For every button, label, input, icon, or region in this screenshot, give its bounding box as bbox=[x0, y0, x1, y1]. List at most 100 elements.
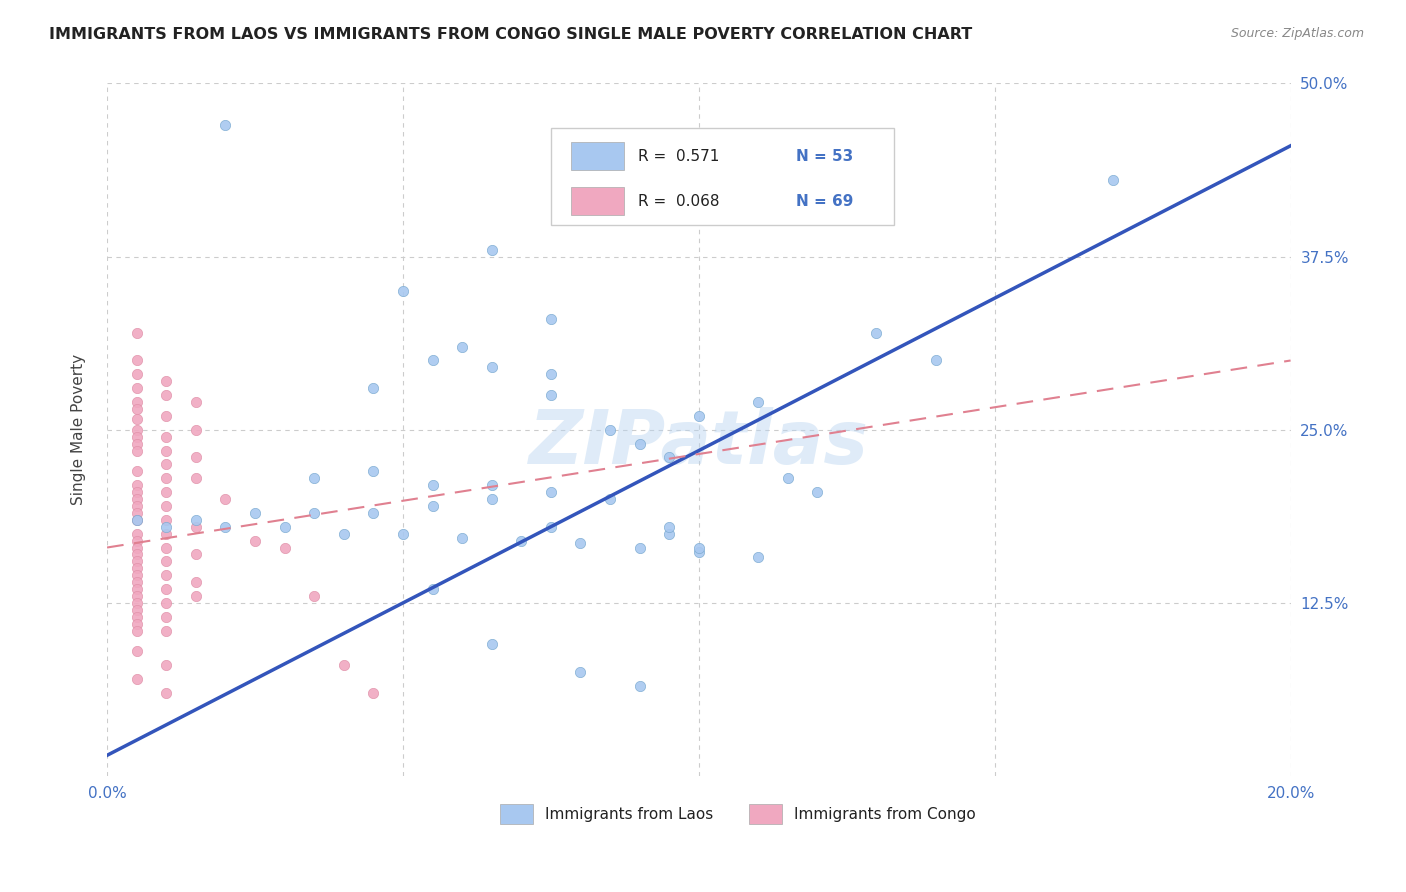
Point bbox=[243, 506, 266, 520]
Point bbox=[569, 665, 592, 680]
Point bbox=[125, 353, 148, 368]
Point bbox=[184, 575, 207, 590]
Point bbox=[125, 582, 148, 596]
Point bbox=[776, 471, 799, 485]
Point bbox=[747, 395, 769, 409]
Point bbox=[155, 554, 177, 568]
Point bbox=[125, 513, 148, 527]
Point bbox=[125, 478, 148, 492]
Point bbox=[125, 411, 148, 425]
Point bbox=[214, 491, 236, 506]
Point bbox=[422, 478, 444, 492]
Point bbox=[155, 499, 177, 513]
Point bbox=[273, 541, 295, 555]
Text: ZIPatlas: ZIPatlas bbox=[529, 407, 869, 480]
Point bbox=[273, 520, 295, 534]
Point bbox=[481, 360, 503, 375]
Point bbox=[125, 513, 148, 527]
Point bbox=[599, 423, 621, 437]
Point bbox=[184, 423, 207, 437]
Point bbox=[125, 402, 148, 417]
FancyBboxPatch shape bbox=[571, 187, 624, 215]
Point bbox=[155, 686, 177, 700]
Point bbox=[125, 596, 148, 610]
Point bbox=[333, 526, 356, 541]
Point bbox=[125, 423, 148, 437]
Point bbox=[155, 409, 177, 423]
Point bbox=[481, 638, 503, 652]
Text: N = 69: N = 69 bbox=[796, 194, 853, 209]
Point bbox=[155, 582, 177, 596]
Point bbox=[363, 686, 385, 700]
Point bbox=[481, 243, 503, 257]
Point bbox=[125, 603, 148, 617]
Text: Immigrants from Congo: Immigrants from Congo bbox=[793, 806, 976, 822]
Point bbox=[422, 582, 444, 596]
Point bbox=[540, 485, 562, 500]
Point bbox=[155, 596, 177, 610]
Point bbox=[363, 464, 385, 478]
Point bbox=[184, 520, 207, 534]
Point bbox=[155, 374, 177, 388]
Point bbox=[155, 443, 177, 458]
Point bbox=[658, 450, 681, 465]
Point bbox=[422, 499, 444, 513]
Point bbox=[363, 506, 385, 520]
Point bbox=[125, 464, 148, 478]
Point bbox=[155, 471, 177, 485]
Point bbox=[125, 568, 148, 582]
Point bbox=[599, 491, 621, 506]
Point bbox=[125, 589, 148, 603]
FancyBboxPatch shape bbox=[748, 805, 782, 824]
Point bbox=[125, 506, 148, 520]
Point bbox=[184, 548, 207, 562]
Point bbox=[125, 575, 148, 590]
Point bbox=[1102, 173, 1125, 187]
Point bbox=[125, 561, 148, 575]
Point bbox=[806, 485, 828, 500]
Point bbox=[155, 513, 177, 527]
Point bbox=[125, 624, 148, 638]
FancyBboxPatch shape bbox=[501, 805, 533, 824]
Point bbox=[688, 541, 710, 555]
Point bbox=[155, 526, 177, 541]
Point bbox=[628, 541, 651, 555]
Point bbox=[184, 395, 207, 409]
Point bbox=[125, 430, 148, 444]
Point bbox=[125, 368, 148, 382]
Point bbox=[155, 658, 177, 673]
Point bbox=[451, 531, 474, 545]
Point bbox=[451, 340, 474, 354]
Point bbox=[510, 533, 533, 548]
Text: Immigrants from Laos: Immigrants from Laos bbox=[546, 806, 713, 822]
Point bbox=[155, 609, 177, 624]
Point bbox=[125, 554, 148, 568]
Point bbox=[125, 541, 148, 555]
Point bbox=[125, 526, 148, 541]
Point bbox=[628, 436, 651, 450]
Point bbox=[658, 520, 681, 534]
Point bbox=[184, 471, 207, 485]
Text: R =  0.571: R = 0.571 bbox=[638, 149, 720, 163]
Point bbox=[125, 644, 148, 658]
Point bbox=[155, 388, 177, 402]
Point bbox=[658, 526, 681, 541]
Point bbox=[481, 478, 503, 492]
Point bbox=[333, 658, 356, 673]
Point bbox=[747, 550, 769, 565]
Point bbox=[363, 381, 385, 395]
Point bbox=[302, 471, 325, 485]
Point bbox=[125, 616, 148, 631]
Point bbox=[125, 436, 148, 450]
Point bbox=[125, 326, 148, 340]
Point bbox=[540, 520, 562, 534]
Point bbox=[569, 536, 592, 550]
Point bbox=[392, 284, 415, 298]
Text: R =  0.068: R = 0.068 bbox=[638, 194, 720, 209]
Point bbox=[125, 609, 148, 624]
Point bbox=[243, 533, 266, 548]
Point bbox=[688, 544, 710, 558]
Point bbox=[155, 430, 177, 444]
Point bbox=[155, 520, 177, 534]
Point bbox=[540, 388, 562, 402]
